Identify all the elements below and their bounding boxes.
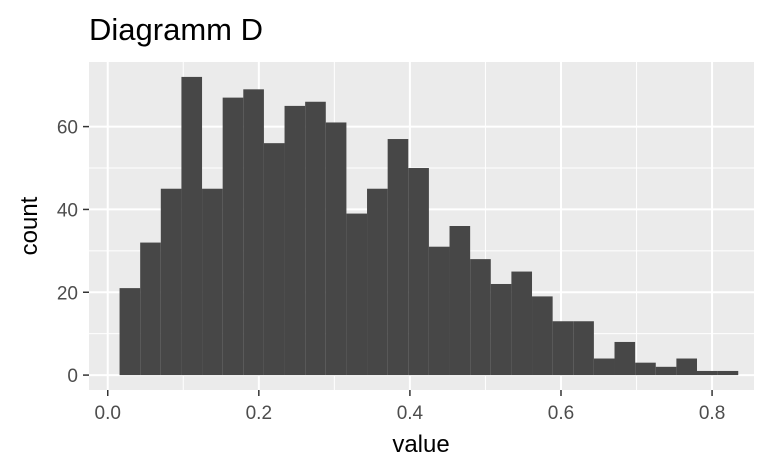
- histogram-bar: [140, 242, 161, 376]
- x-tick-label: 0.6: [548, 403, 574, 424]
- histogram-bar: [408, 168, 429, 376]
- histogram-bar: [202, 188, 223, 376]
- histogram-bar: [263, 143, 285, 376]
- y-axis: 0 20 40 60: [57, 118, 89, 387]
- y-tick-label: 20: [57, 283, 78, 304]
- chart-title: Diagramm D: [89, 12, 263, 47]
- histogram-bar: [490, 283, 512, 376]
- histogram-bar: [387, 139, 409, 376]
- y-tick-label: 60: [57, 118, 78, 139]
- x-tick-label: 0.4: [397, 403, 424, 424]
- histogram-bar: [573, 321, 594, 376]
- x-axis-title: value: [392, 431, 449, 458]
- histogram-bar: [614, 341, 636, 376]
- histogram-bar: [284, 105, 306, 376]
- histogram-bar: [325, 122, 347, 376]
- histogram-bar: [655, 366, 677, 376]
- histogram-bar: [181, 76, 203, 376]
- histogram-bar: [717, 370, 739, 376]
- x-axis: 0.0 0.2 0.4 0.6 0.8: [95, 390, 725, 424]
- x-tick-label: 0.8: [699, 403, 725, 424]
- histogram-bar: [470, 259, 491, 376]
- histogram-bar: [243, 89, 264, 376]
- histogram-bar: [305, 101, 326, 376]
- bars: [119, 76, 739, 376]
- y-tick-label: 0: [67, 366, 78, 387]
- x-tick-label: 0.2: [246, 403, 272, 424]
- histogram-bar: [428, 246, 450, 376]
- histogram-bar: [532, 296, 553, 376]
- histogram-bar: [593, 358, 615, 376]
- histogram-bar: [119, 288, 141, 376]
- y-axis-title: count: [16, 196, 43, 255]
- histogram-bar: [511, 271, 533, 376]
- histogram-bar: [635, 362, 656, 376]
- histogram-bar: [160, 188, 182, 376]
- histogram-bar: [367, 188, 388, 376]
- y-tick-label: 40: [57, 200, 78, 221]
- histogram-bar: [676, 358, 698, 376]
- histogram-bar: [449, 226, 471, 376]
- histogram-bar: [222, 97, 244, 376]
- histogram-bar: [552, 321, 574, 376]
- histogram-bar: [697, 370, 718, 376]
- histogram-bar: [346, 213, 368, 376]
- x-tick-label: 0.0: [95, 403, 121, 424]
